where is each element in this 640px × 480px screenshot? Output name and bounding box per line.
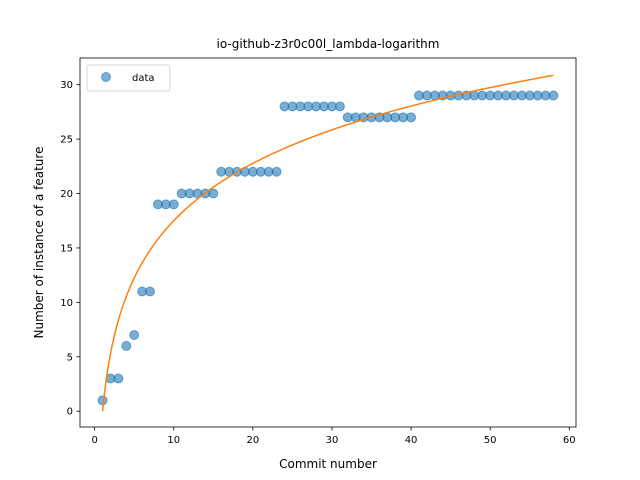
data-point xyxy=(271,166,282,177)
y-tick-label: 30 xyxy=(60,80,73,91)
x-tick-label: 50 xyxy=(484,435,497,446)
axes-frame xyxy=(79,57,577,428)
data-point xyxy=(145,286,156,297)
legend-marker xyxy=(101,72,111,82)
y-tick-label: 5 xyxy=(67,352,73,363)
data-point xyxy=(168,199,179,210)
fitted-curve xyxy=(101,74,554,412)
x-tick-label: 60 xyxy=(563,435,576,446)
x-tick-label: 30 xyxy=(326,435,339,446)
y-tick-label: 0 xyxy=(67,407,73,418)
legend-label-data: data xyxy=(132,73,155,84)
x-axis-label: Commit number xyxy=(279,457,377,471)
y-axis-label: Number of instance of a feature xyxy=(32,147,46,339)
data-point xyxy=(406,112,417,123)
data-point xyxy=(548,90,559,101)
data-point xyxy=(97,395,108,406)
data-point xyxy=(334,101,345,112)
y-tick-label: 20 xyxy=(60,189,73,200)
legend-box xyxy=(86,64,171,92)
x-tick-label: 10 xyxy=(167,435,180,446)
data-point xyxy=(121,340,132,351)
data-point xyxy=(129,330,140,341)
chart-title: io-github-z3r0c00l_lambda-logarithm xyxy=(217,37,440,51)
x-tick-label: 40 xyxy=(405,435,418,446)
x-tick-label: 20 xyxy=(246,435,259,446)
x-tick-label: 0 xyxy=(91,435,97,446)
data-point xyxy=(208,188,219,199)
legend: data xyxy=(86,64,171,92)
y-tick-label: 25 xyxy=(60,135,73,146)
y-tick-label: 15 xyxy=(60,243,73,254)
y-tick-label: 10 xyxy=(60,298,73,309)
data-point xyxy=(113,373,124,384)
